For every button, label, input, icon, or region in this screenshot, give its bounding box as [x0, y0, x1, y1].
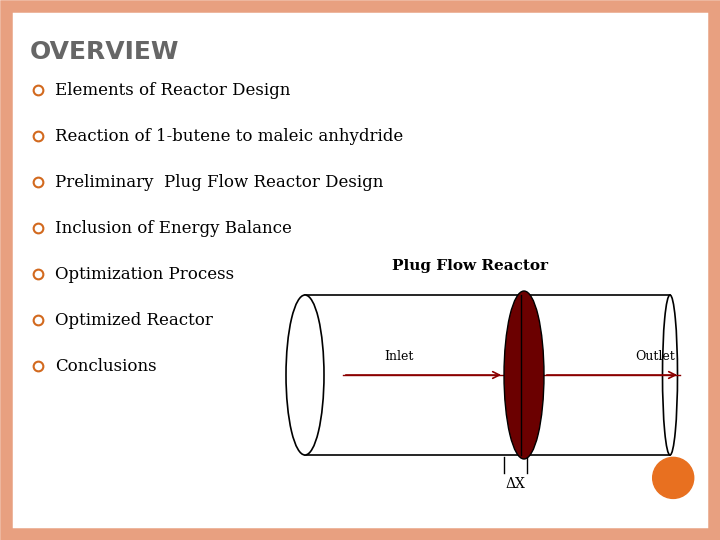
Text: Optimized Reactor: Optimized Reactor — [55, 312, 213, 329]
Circle shape — [653, 457, 694, 498]
Ellipse shape — [504, 291, 544, 459]
Text: Reaction of 1-butene to maleic anhydride: Reaction of 1-butene to maleic anhydride — [55, 128, 403, 145]
Text: Plug Flow Reactor: Plug Flow Reactor — [392, 259, 549, 273]
Ellipse shape — [662, 295, 678, 455]
Text: Elements of Reactor Design: Elements of Reactor Design — [55, 82, 290, 99]
Text: Conclusions: Conclusions — [55, 358, 157, 375]
Text: OVERVIEW: OVERVIEW — [30, 40, 179, 64]
Text: Inclusion of Energy Balance: Inclusion of Energy Balance — [55, 220, 292, 237]
Text: Inlet: Inlet — [384, 350, 414, 363]
Text: Outlet: Outlet — [635, 350, 675, 363]
Text: Preliminary  Plug Flow Reactor Design: Preliminary Plug Flow Reactor Design — [55, 174, 383, 191]
Text: Optimization Process: Optimization Process — [55, 266, 234, 283]
Ellipse shape — [286, 295, 324, 455]
Text: ΔX: ΔX — [505, 477, 526, 491]
